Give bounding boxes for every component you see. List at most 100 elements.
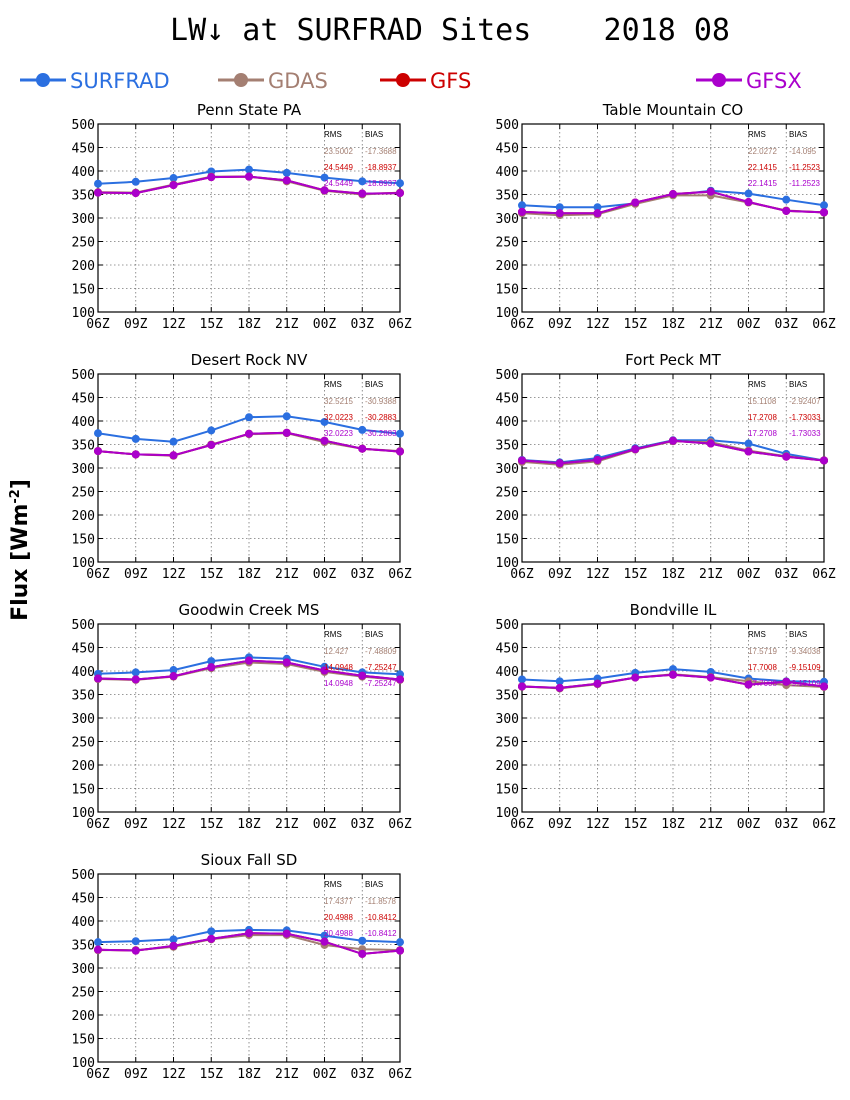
y-tick-label: 350 xyxy=(72,439,95,454)
data-point xyxy=(669,436,677,445)
data-point xyxy=(358,425,367,434)
x-tick-label: 03Z xyxy=(351,817,375,832)
data-point xyxy=(169,935,178,944)
x-tick-label: 09Z xyxy=(548,317,572,332)
data-point xyxy=(555,677,564,686)
data-point xyxy=(555,203,564,212)
y-tick-label: 400 xyxy=(72,165,95,180)
data-point xyxy=(669,670,677,679)
stats-bias-header: BIAS xyxy=(789,630,807,639)
data-point xyxy=(245,172,253,181)
data-point xyxy=(320,186,329,195)
stats-bias-value: -30.2883 xyxy=(365,413,397,422)
legend-label: GFS xyxy=(430,69,471,93)
x-tick-label: 21Z xyxy=(699,817,723,832)
y-tick-label: 200 xyxy=(72,1009,95,1024)
stats-bias-header: BIAS xyxy=(365,130,383,139)
data-point xyxy=(282,929,291,938)
panel-title: Penn State PA xyxy=(197,101,302,119)
stats-rms-value: 14.0948 xyxy=(324,679,353,688)
data-point xyxy=(94,938,102,947)
stats-rms-value: 23.5002 xyxy=(324,147,353,156)
data-point xyxy=(782,195,791,204)
y-tick-label: 500 xyxy=(496,368,519,383)
stats-bias-value: -11.2523 xyxy=(789,163,821,172)
y-tick-label: 500 xyxy=(72,118,95,133)
data-point xyxy=(245,413,253,422)
x-tick-label: 06Z xyxy=(388,1067,412,1082)
panel-title: Desert Rock NV xyxy=(191,351,308,369)
data-point xyxy=(169,437,178,446)
legend-item-gfsx: GFSX xyxy=(696,69,802,93)
data-point xyxy=(631,673,640,682)
data-point xyxy=(358,444,367,453)
x-tick-label: 12Z xyxy=(162,1067,186,1082)
y-tick-label: 250 xyxy=(496,486,519,501)
data-point xyxy=(207,173,216,182)
stats-bias-value: -14.095 xyxy=(789,147,817,156)
data-point xyxy=(245,165,253,174)
x-tick-label: 00Z xyxy=(313,1067,337,1082)
y-tick-label: 400 xyxy=(496,415,519,430)
legend-marker xyxy=(234,73,248,87)
x-tick-label: 18Z xyxy=(237,1067,261,1082)
data-point xyxy=(207,440,216,449)
data-point xyxy=(94,429,102,438)
data-point xyxy=(169,666,178,675)
y-tick-label: 250 xyxy=(72,236,95,251)
y-tick-label: 100 xyxy=(72,806,95,821)
data-point xyxy=(320,666,329,675)
x-tick-label: 15Z xyxy=(200,817,224,832)
data-point xyxy=(320,937,329,946)
data-point xyxy=(94,945,102,954)
y-tick-label: 200 xyxy=(496,759,519,774)
series-gfsx xyxy=(94,929,404,958)
x-tick-label: 06Z xyxy=(388,567,412,582)
x-tick-label: 06Z xyxy=(86,567,110,582)
data-point xyxy=(518,675,526,684)
stats-bias-value: -7.25247 xyxy=(365,679,397,688)
stats-rms-value: 17.2708 xyxy=(748,429,777,438)
data-point xyxy=(94,674,102,683)
data-point xyxy=(518,456,526,465)
data-point xyxy=(131,189,140,198)
stats-bias-value: -2.92407 xyxy=(789,397,821,406)
y-tick-label: 450 xyxy=(496,142,519,157)
x-tick-label: 09Z xyxy=(124,317,148,332)
x-tick-label: 06Z xyxy=(86,317,110,332)
y-tick-label: 400 xyxy=(72,915,95,930)
y-tick-label: 150 xyxy=(72,1033,95,1048)
y-tick-label: 150 xyxy=(72,283,95,298)
legend-label: GDAS xyxy=(268,69,328,93)
x-tick-label: 03Z xyxy=(351,317,375,332)
y-tick-label: 300 xyxy=(72,212,95,227)
stats-bias-value: -9.15109 xyxy=(789,679,821,688)
stats-rms-value: 32.0223 xyxy=(324,429,353,438)
x-tick-label: 12Z xyxy=(586,567,610,582)
x-tick-label: 18Z xyxy=(661,317,685,332)
y-tick-label: 300 xyxy=(496,212,519,227)
x-tick-label: 03Z xyxy=(351,1067,375,1082)
x-tick-label: 00Z xyxy=(737,817,761,832)
stats-bias-header: BIAS xyxy=(365,880,383,889)
y-axis-label-superscript: -2 xyxy=(8,489,23,503)
stats-rms-value: 24.5449 xyxy=(324,179,353,188)
x-tick-label: 09Z xyxy=(124,817,148,832)
x-tick-label: 09Z xyxy=(548,817,572,832)
y-tick-label: 200 xyxy=(72,259,95,274)
chart-panel: Table Mountain CO 100 150 200 250 300 350 400 45… xyxy=(496,101,836,332)
data-point xyxy=(518,207,526,216)
y-tick-label: 500 xyxy=(496,118,519,133)
stats-rms-value: 22.1415 xyxy=(748,163,777,172)
stats-rms-value: 20.4988 xyxy=(324,929,353,938)
x-tick-label: 12Z xyxy=(586,817,610,832)
series-gfsx xyxy=(94,428,404,460)
data-point xyxy=(169,174,178,183)
series-gfsx xyxy=(518,670,828,692)
x-tick-label: 06Z xyxy=(812,317,836,332)
y-tick-label: 500 xyxy=(72,868,95,883)
x-tick-label: 18Z xyxy=(661,567,685,582)
y-tick-label: 300 xyxy=(496,462,519,477)
x-tick-label: 15Z xyxy=(200,317,224,332)
data-point xyxy=(207,657,216,666)
